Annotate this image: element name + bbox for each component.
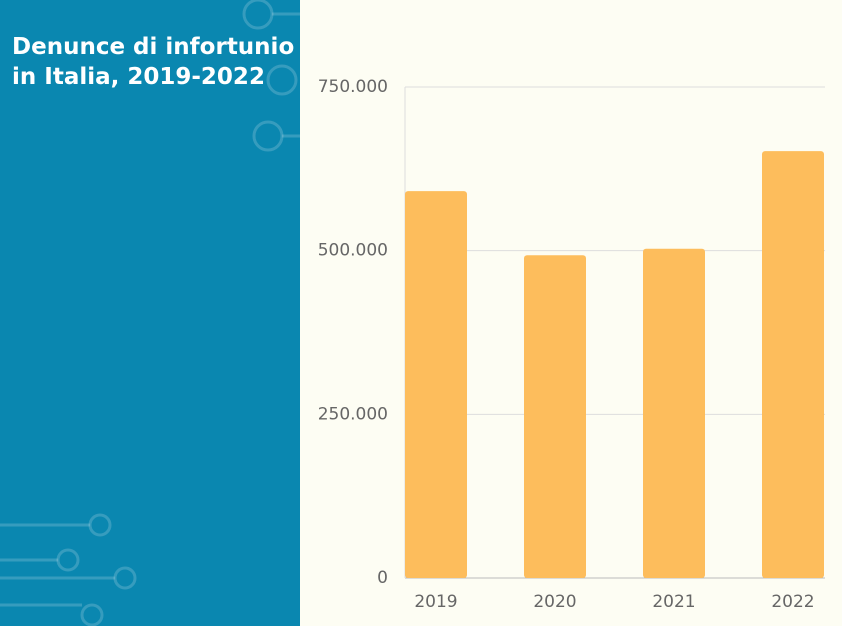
y-tick-label: 0 bbox=[377, 568, 388, 588]
bar bbox=[643, 248, 705, 578]
y-tick-label: 250.000 bbox=[318, 404, 388, 424]
y-tick-label: 750.000 bbox=[318, 77, 388, 97]
x-tick-label: 2021 bbox=[652, 592, 695, 612]
x-tick-label: 2022 bbox=[771, 592, 814, 612]
chart-title: Denunce di infortunio in Italia, 2019-20… bbox=[12, 34, 295, 90]
bar bbox=[762, 151, 824, 578]
bar bbox=[405, 191, 467, 579]
side-panel: Denunce di infortunio in Italia, 2019-20… bbox=[0, 0, 300, 626]
bar bbox=[524, 255, 586, 578]
x-tick-label: 2020 bbox=[533, 592, 576, 612]
circuit-decoration bbox=[0, 0, 300, 626]
y-tick-label: 500.000 bbox=[318, 241, 388, 261]
x-tick-label: 2019 bbox=[414, 592, 457, 612]
